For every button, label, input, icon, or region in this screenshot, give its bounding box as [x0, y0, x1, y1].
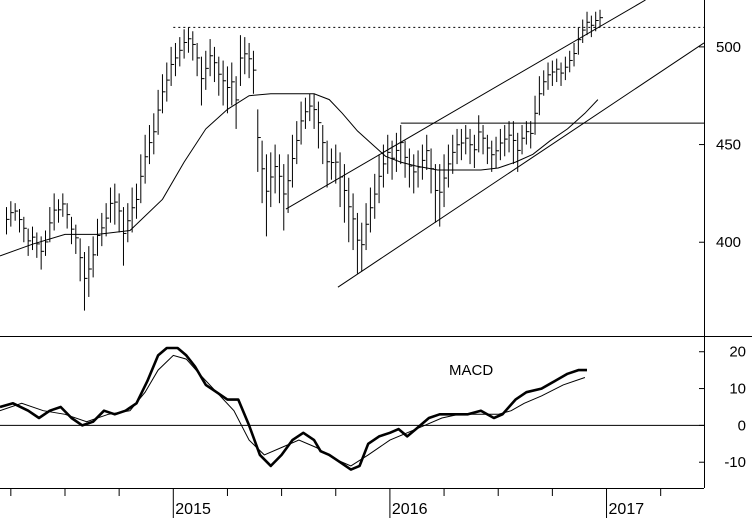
time-axis: 2015 2016 2017	[0, 488, 704, 518]
macd-line	[0, 346, 587, 471]
moving-average-line	[0, 93, 599, 257]
year-tick-label: 2016	[392, 501, 428, 518]
macd-tick-label: -10	[724, 454, 746, 471]
macd-label: MACD	[449, 362, 493, 379]
lower-channel-line	[337, 42, 705, 288]
upper-channel-line	[285, 0, 646, 210]
time-axis-ticks: 2015 2016 2017	[10, 488, 662, 518]
macd-tick-label: 10	[729, 381, 746, 398]
price-panel: 500 450 400	[0, 0, 741, 336]
macd-tick-label: 0	[738, 417, 746, 434]
year-tick-label: 2017	[609, 501, 645, 518]
macd-signal-line	[0, 354, 586, 467]
price-ohlc-bars	[5, 9, 604, 311]
price-tick-label: 400	[716, 234, 741, 251]
macd-axis-ticks: 20 10 0 -10	[699, 344, 746, 471]
macd-tick-label: 20	[729, 344, 746, 361]
price-tick-label: 450	[716, 137, 741, 154]
price-horizontal-lines	[173, 26, 704, 124]
price-trend-lines	[285, 0, 705, 288]
macd-panel: 20 10 0 -10 MACD	[0, 337, 746, 488]
price-axis-ticks: 500 450 400	[699, 39, 741, 251]
price-tick-label: 500	[716, 39, 741, 56]
year-tick-label: 2015	[175, 501, 211, 518]
